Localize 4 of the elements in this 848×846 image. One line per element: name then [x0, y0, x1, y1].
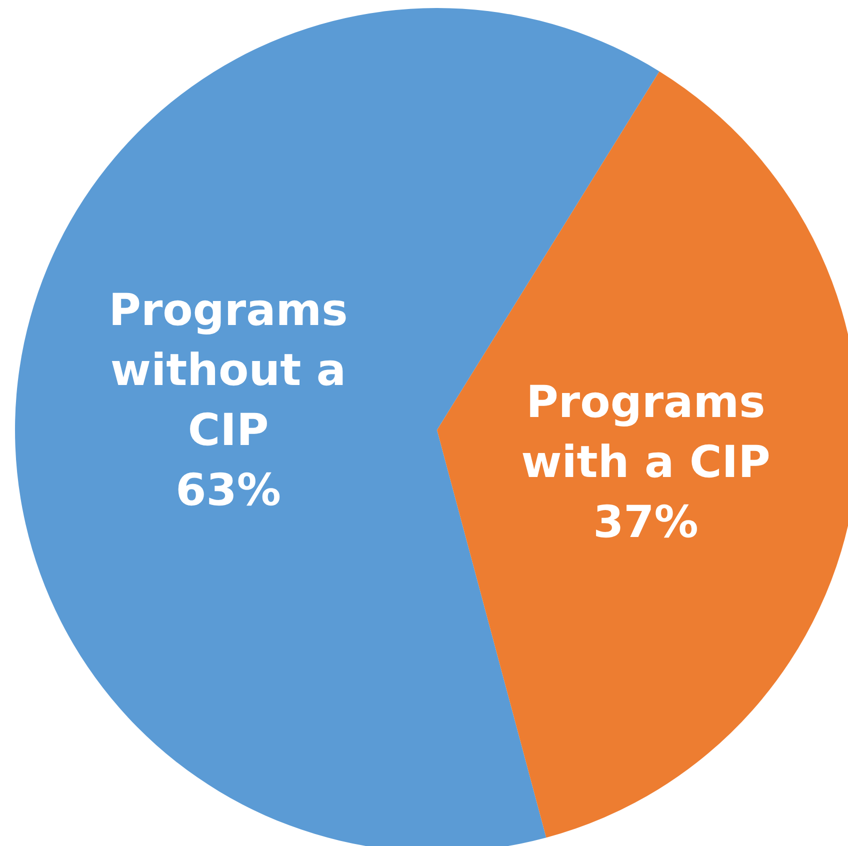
slice-label: Programs without a CIP: [108, 285, 348, 456]
slice-label: Programs with a CIP: [521, 376, 770, 488]
data-label: 37%: [593, 496, 698, 548]
data-label: 63%: [176, 465, 281, 516]
